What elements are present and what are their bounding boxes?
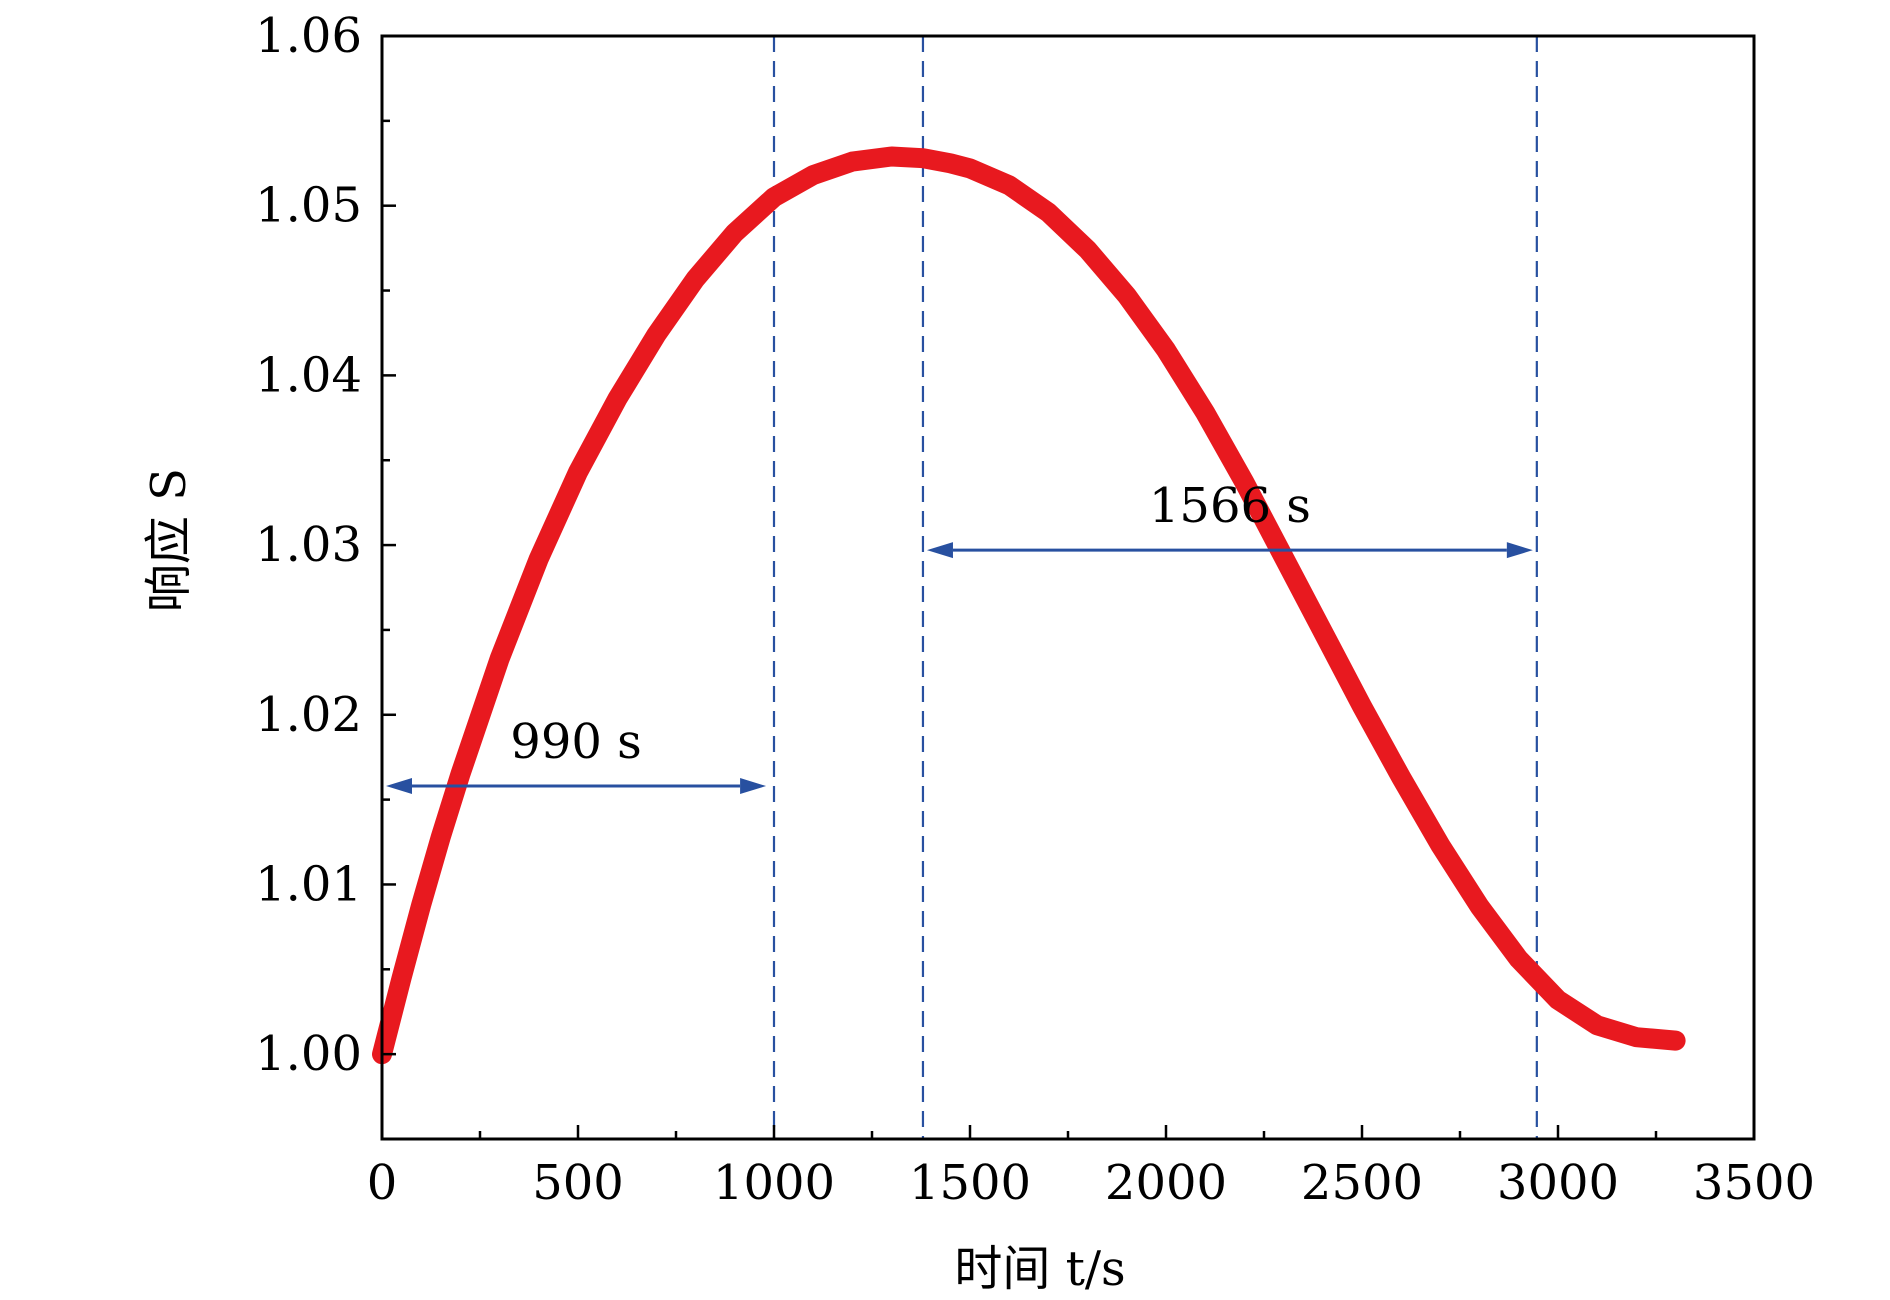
x-tick-label-1: 500 [532,1155,624,1211]
annotation-arrowhead-right-1 [1506,542,1533,559]
y-tick-label-1: 1.01 [255,856,362,912]
axis-ticks: 0 500 1000 1500 2000 2500 3000 3500 1.00 1.01 1.02… [255,8,1815,1211]
annotation-arrowhead-left-1 [926,542,953,559]
y-tick-label-4: 1.04 [255,347,362,403]
y-axis-label: 响应 S [141,468,197,612]
annotation-label-1: 1566 s [1149,478,1311,534]
annotation-arrowhead-left-0 [386,778,412,795]
x-tick-label-4: 2000 [1105,1155,1227,1211]
x-tick-label-6: 3000 [1497,1155,1619,1211]
x-axis-label: 时间 t/s [954,1241,1125,1297]
x-tick-label-5: 2500 [1301,1155,1423,1211]
series-line-0 [372,146,1686,1065]
x-tick-label-2: 1000 [713,1155,835,1211]
y-tick-label-6: 1.06 [255,8,362,64]
y-tick-label-2: 1.02 [255,687,362,743]
x-tick-label-0: 0 [367,1155,398,1211]
y-tick-label-3: 1.03 [255,517,362,573]
annotation-label-0: 990 s [510,714,642,770]
y-tick-label-0: 1.00 [255,1026,362,1082]
annotation-arrowhead-right-0 [740,778,767,795]
plot-frame [380,34,1756,1141]
x-tick-label-3: 1500 [909,1155,1031,1211]
y-tick-label-5: 1.05 [255,178,362,234]
plot-area: 990 s 1566 s [372,36,1686,1139]
x-tick-label-7: 3500 [1693,1155,1815,1211]
